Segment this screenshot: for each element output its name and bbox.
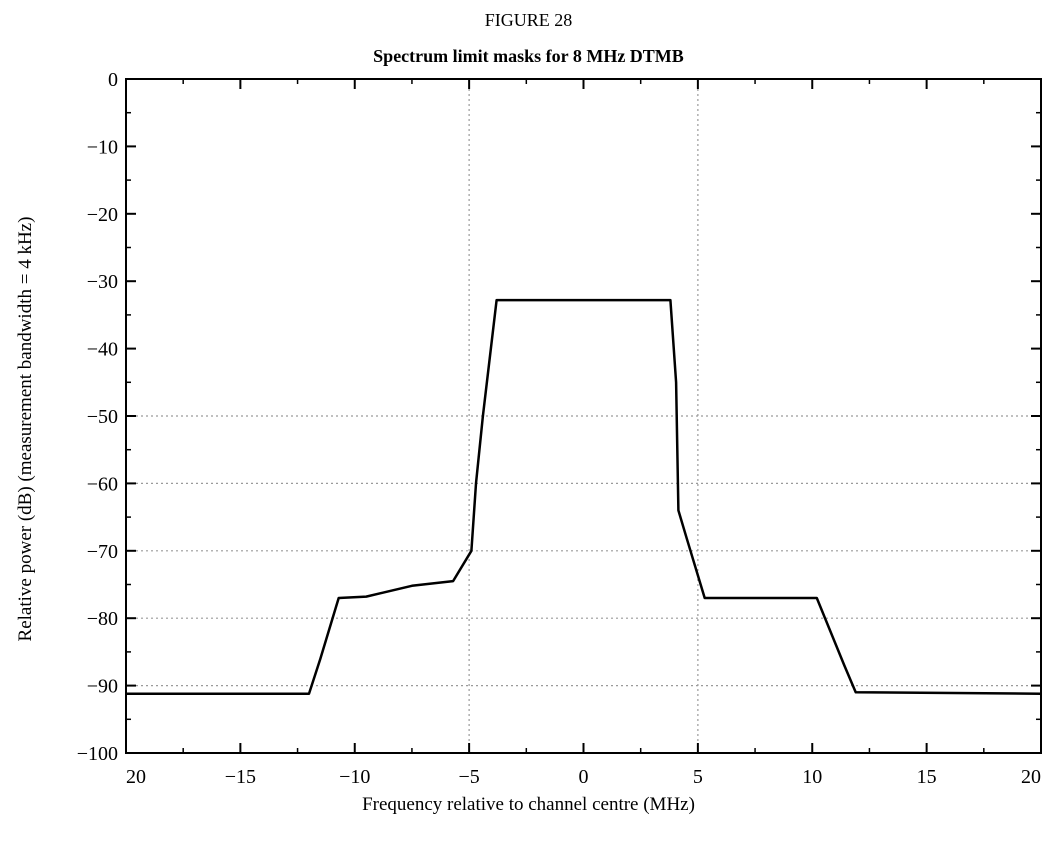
y-axis-label: Relative power (dB) (measurement bandwid…	[15, 216, 36, 642]
plot-frame	[125, 78, 1042, 754]
grid	[126, 79, 1041, 753]
y-tick-label: −30	[87, 271, 118, 293]
x-tick-label: 20	[1021, 766, 1041, 788]
y-tick-label: −70	[87, 541, 118, 563]
x-tick-label: 20	[126, 766, 146, 788]
y-tick-label: −90	[87, 676, 118, 698]
y-tick-label: −100	[77, 743, 118, 765]
x-tick-label: −15	[225, 766, 256, 788]
x-tick-label: −10	[339, 766, 370, 788]
x-tick-label: 0	[579, 766, 589, 788]
figure-caption: FIGURE 28	[484, 10, 573, 30]
series-layer	[126, 298, 1042, 695]
y-tick-label: 0	[108, 69, 118, 91]
minor-ticks	[126, 79, 1041, 753]
x-tick-label: −5	[458, 766, 479, 788]
y-tick-label: −10	[87, 136, 118, 158]
y-tick-label: −80	[87, 608, 118, 630]
x-tick-label: 10	[802, 766, 822, 788]
mask-line	[126, 298, 1042, 695]
y-tick-label: −60	[87, 473, 118, 495]
y-tick-label: −20	[87, 204, 118, 226]
y-tick-label: −50	[87, 406, 118, 428]
chart-title: Spectrum limit masks for 8 MHz DTMB	[373, 46, 684, 66]
y-tick-label: −40	[87, 339, 118, 361]
x-tick-label: 15	[917, 766, 937, 788]
x-tick-label: 5	[693, 766, 703, 788]
x-axis-label: Frequency relative to channel centre (MH…	[362, 794, 695, 815]
